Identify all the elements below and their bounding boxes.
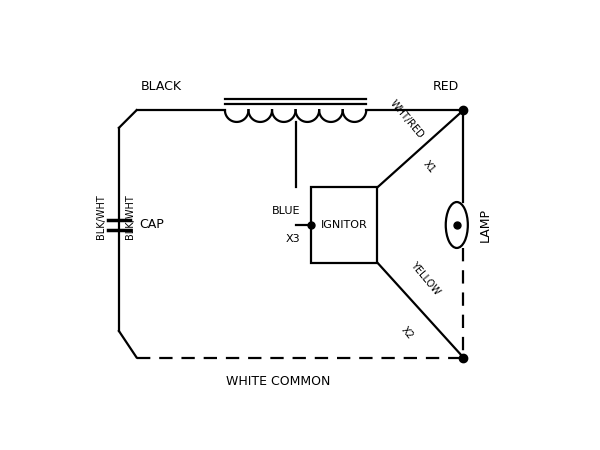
Text: BLK/WHT: BLK/WHT (96, 194, 106, 238)
Text: BLUE: BLUE (272, 206, 300, 216)
Text: CAP: CAP (139, 219, 164, 231)
Text: LAMP: LAMP (479, 208, 492, 242)
Text: WHITE COMMON: WHITE COMMON (226, 375, 330, 388)
Ellipse shape (446, 202, 468, 248)
Text: IGNITOR: IGNITOR (321, 220, 368, 230)
Text: BLK/WHT: BLK/WHT (125, 194, 135, 238)
Bar (311, 188, 377, 262)
Text: X3: X3 (286, 234, 300, 244)
Text: BLACK: BLACK (141, 80, 182, 93)
Text: X1: X1 (421, 159, 437, 176)
Text: RED: RED (433, 80, 459, 93)
Text: WHT/RED: WHT/RED (388, 98, 426, 140)
Text: YELLOW: YELLOW (408, 260, 442, 297)
Text: X2: X2 (399, 324, 415, 341)
